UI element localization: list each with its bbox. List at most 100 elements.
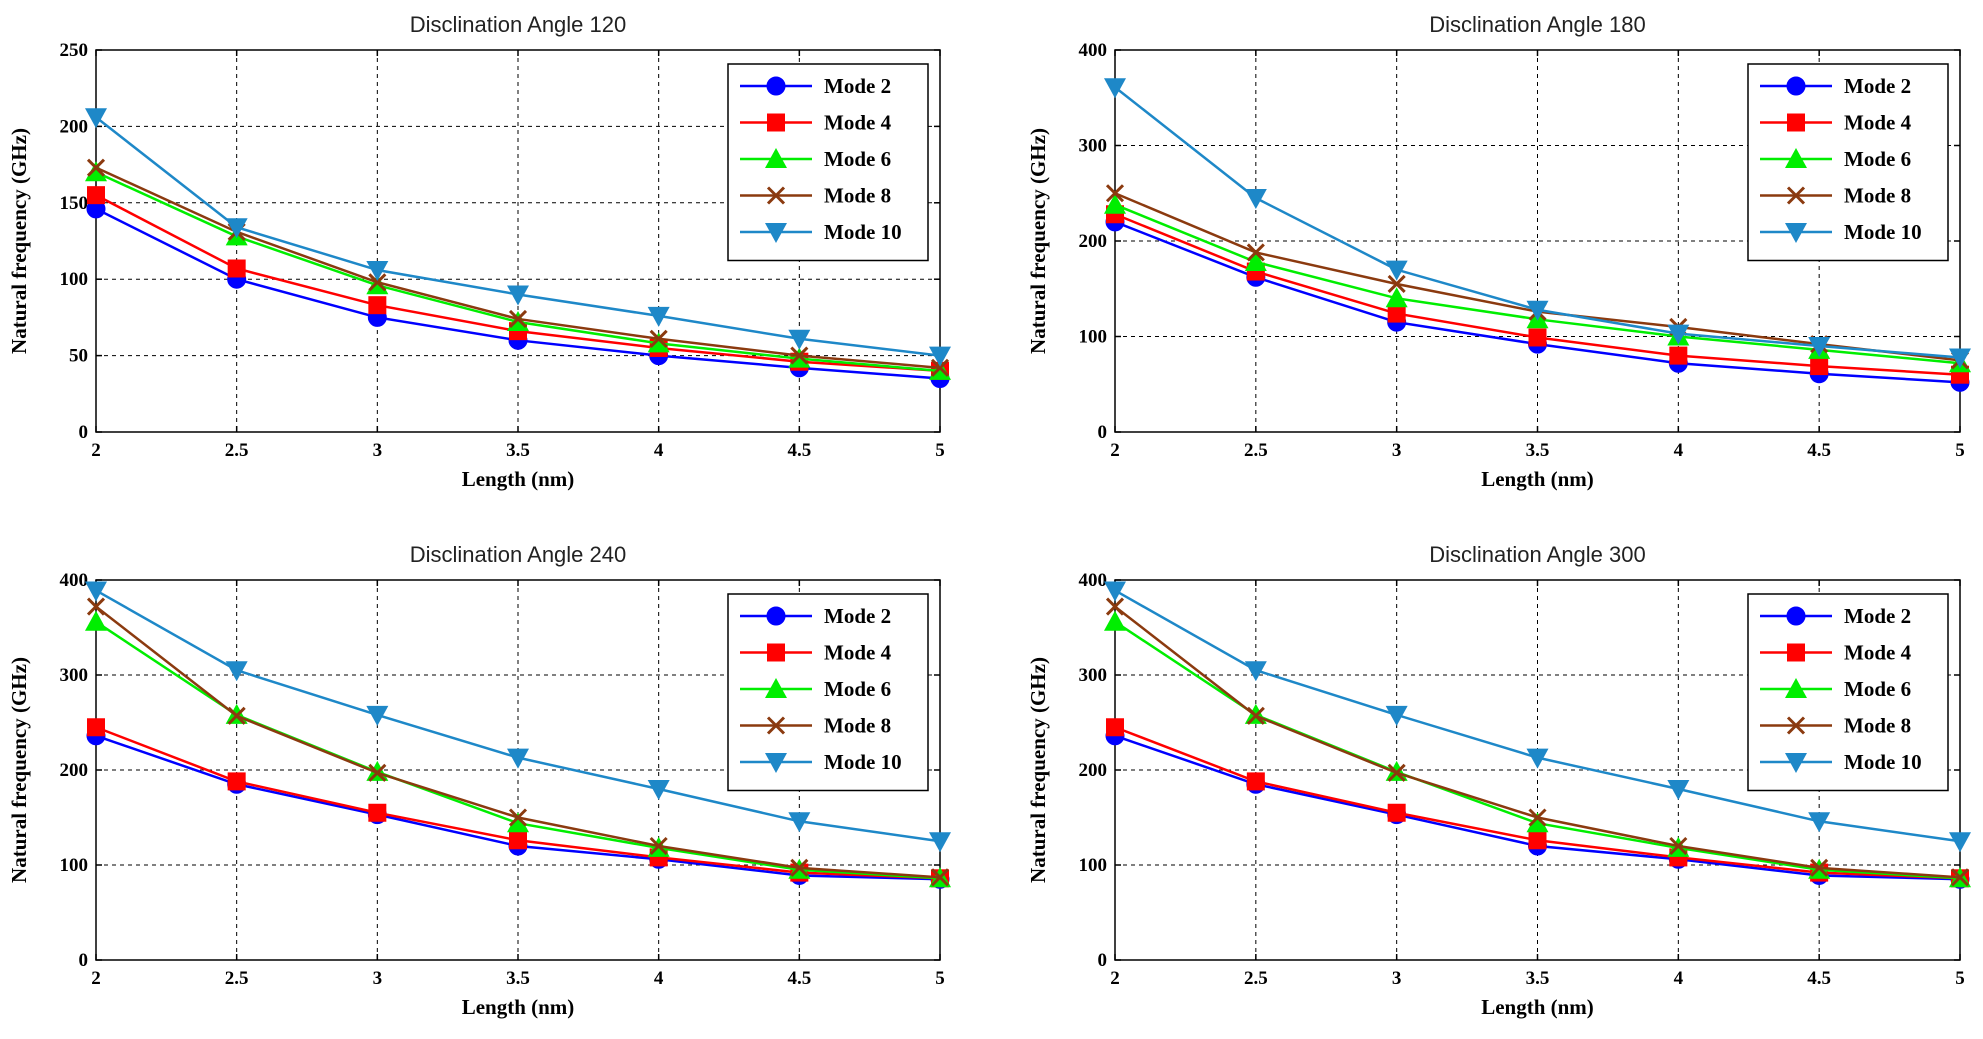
y-tick-label: 200: [1079, 231, 1108, 252]
x-tick-label: 4: [654, 968, 664, 989]
x-axis-label: Length (nm): [1481, 995, 1594, 1019]
legend-box: [1747, 593, 1949, 792]
legend-label: Mode 10: [824, 220, 902, 244]
x-tick-label: 2: [1110, 968, 1120, 989]
legend-label: Mode 4: [824, 641, 892, 665]
y-tick-label: 200: [60, 760, 89, 781]
x-tick-label: 2.5: [1244, 968, 1268, 989]
x-tick-label: 3: [373, 440, 383, 461]
data-point: [1949, 348, 1971, 369]
data-point: [508, 808, 528, 827]
data-point: [1808, 812, 1831, 833]
legend-label: Mode 2: [824, 74, 891, 98]
x-tick-label: 4.5: [787, 440, 811, 461]
legend-label: Mode 8: [824, 184, 891, 208]
legend-marker: [1786, 606, 1806, 626]
series-mode-10: [1104, 78, 1971, 369]
x-tick-label: 3.5: [506, 968, 530, 989]
y-tick-label: 300: [1079, 665, 1108, 686]
data-point: [507, 285, 529, 306]
data-point: [227, 706, 246, 725]
legend-marker: [766, 716, 786, 735]
legend-label: Mode 6: [1844, 677, 1911, 701]
legend-marker: [767, 113, 785, 132]
data-point: [85, 108, 107, 129]
legend-label: Mode 8: [1844, 184, 1911, 208]
legend-label: Mode 8: [824, 714, 891, 738]
data-point: [368, 803, 387, 822]
legend-marker: [1786, 186, 1806, 205]
chart-panel-4: 2 2.5 3 3.5 4 4.5 5 0 100 200 300 400 Disclination A…: [1026, 542, 1971, 1019]
data-point: [1528, 808, 1547, 827]
series-mode-10: [85, 581, 951, 853]
data-point: [227, 772, 246, 791]
x-tick-label: 4.5: [787, 968, 811, 989]
y-tick-label: 0: [1098, 950, 1108, 971]
legend-marker: [1786, 76, 1806, 96]
x-tick-label: 5: [935, 968, 945, 989]
data-point: [368, 273, 387, 292]
data-point: [1106, 718, 1124, 737]
legend-label: Mode 10: [1844, 220, 1922, 244]
legend: Mode 2 Mode 4 Mode 6 Mode 8 Mode 10: [727, 63, 929, 262]
legend-box: [727, 593, 929, 792]
legend-marker: [765, 148, 787, 168]
data-point: [1385, 287, 1408, 308]
x-tick-label: 4.5: [1807, 968, 1831, 989]
legend-label: Mode 2: [824, 604, 891, 628]
x-tick-label: 3.5: [506, 440, 530, 461]
y-tick-label: 100: [1079, 855, 1108, 876]
chart-panel-1: 2 2.5 3 3.5 4 4.5 5050100150200250Disclination…: [7, 12, 951, 491]
y-tick-label: 200: [60, 116, 89, 137]
data-point: [930, 358, 950, 377]
y-tick-label: 0: [79, 422, 89, 443]
data-point: [1244, 661, 1267, 682]
y-axis-label: Natural frequency (GHz): [1026, 657, 1050, 883]
data-point: [1387, 763, 1406, 782]
data-point: [508, 309, 528, 328]
legend-marker: [766, 186, 786, 205]
x-tick-label: 2: [1110, 440, 1120, 461]
data-point: [1810, 357, 1829, 376]
data-point: [85, 161, 107, 182]
y-tick-label: 100: [1079, 327, 1108, 348]
x-tick-label: 4: [1674, 440, 1684, 461]
legend-marker: [1787, 113, 1805, 132]
x-tick-label: 2.5: [225, 968, 249, 989]
data-point: [1387, 803, 1406, 822]
legend-marker: [766, 76, 786, 96]
data-point: [225, 218, 248, 239]
data-point: [790, 346, 809, 365]
y-tick-label: 50: [69, 346, 88, 367]
chart-title: Disclination Angle 120: [410, 12, 626, 37]
legend-label: Mode 10: [824, 750, 902, 774]
data-point: [930, 868, 950, 887]
data-point: [647, 332, 670, 353]
data-point: [929, 346, 951, 367]
legend-label: Mode 8: [1844, 714, 1911, 738]
data-point: [649, 329, 668, 348]
data-point: [1950, 868, 1970, 887]
x-tick-label: 5: [1955, 968, 1965, 989]
legend-label: Mode 4: [1844, 111, 1912, 135]
data-point: [507, 812, 529, 833]
x-tick-label: 3.5: [1526, 440, 1550, 461]
data-point: [1246, 706, 1265, 725]
data-point: [1667, 324, 1690, 345]
data-point: [368, 763, 387, 782]
legend-label: Mode 10: [1844, 750, 1922, 774]
y-tick-label: 150: [60, 193, 89, 214]
data-point: [366, 705, 389, 726]
data-point: [1105, 184, 1125, 203]
data-point: [86, 158, 106, 177]
x-tick-label: 3.5: [1526, 968, 1550, 989]
y-tick-label: 0: [79, 950, 89, 971]
data-point: [87, 186, 105, 205]
data-point: [225, 661, 248, 682]
legend: Mode 2 Mode 4 Mode 6 Mode 8 Mode 10: [727, 593, 929, 792]
x-tick-label: 5: [1955, 440, 1965, 461]
x-axis-label: Length (nm): [462, 467, 575, 491]
x-tick-label: 4: [654, 440, 664, 461]
data-point: [1104, 193, 1126, 214]
data-point: [1949, 832, 1971, 853]
